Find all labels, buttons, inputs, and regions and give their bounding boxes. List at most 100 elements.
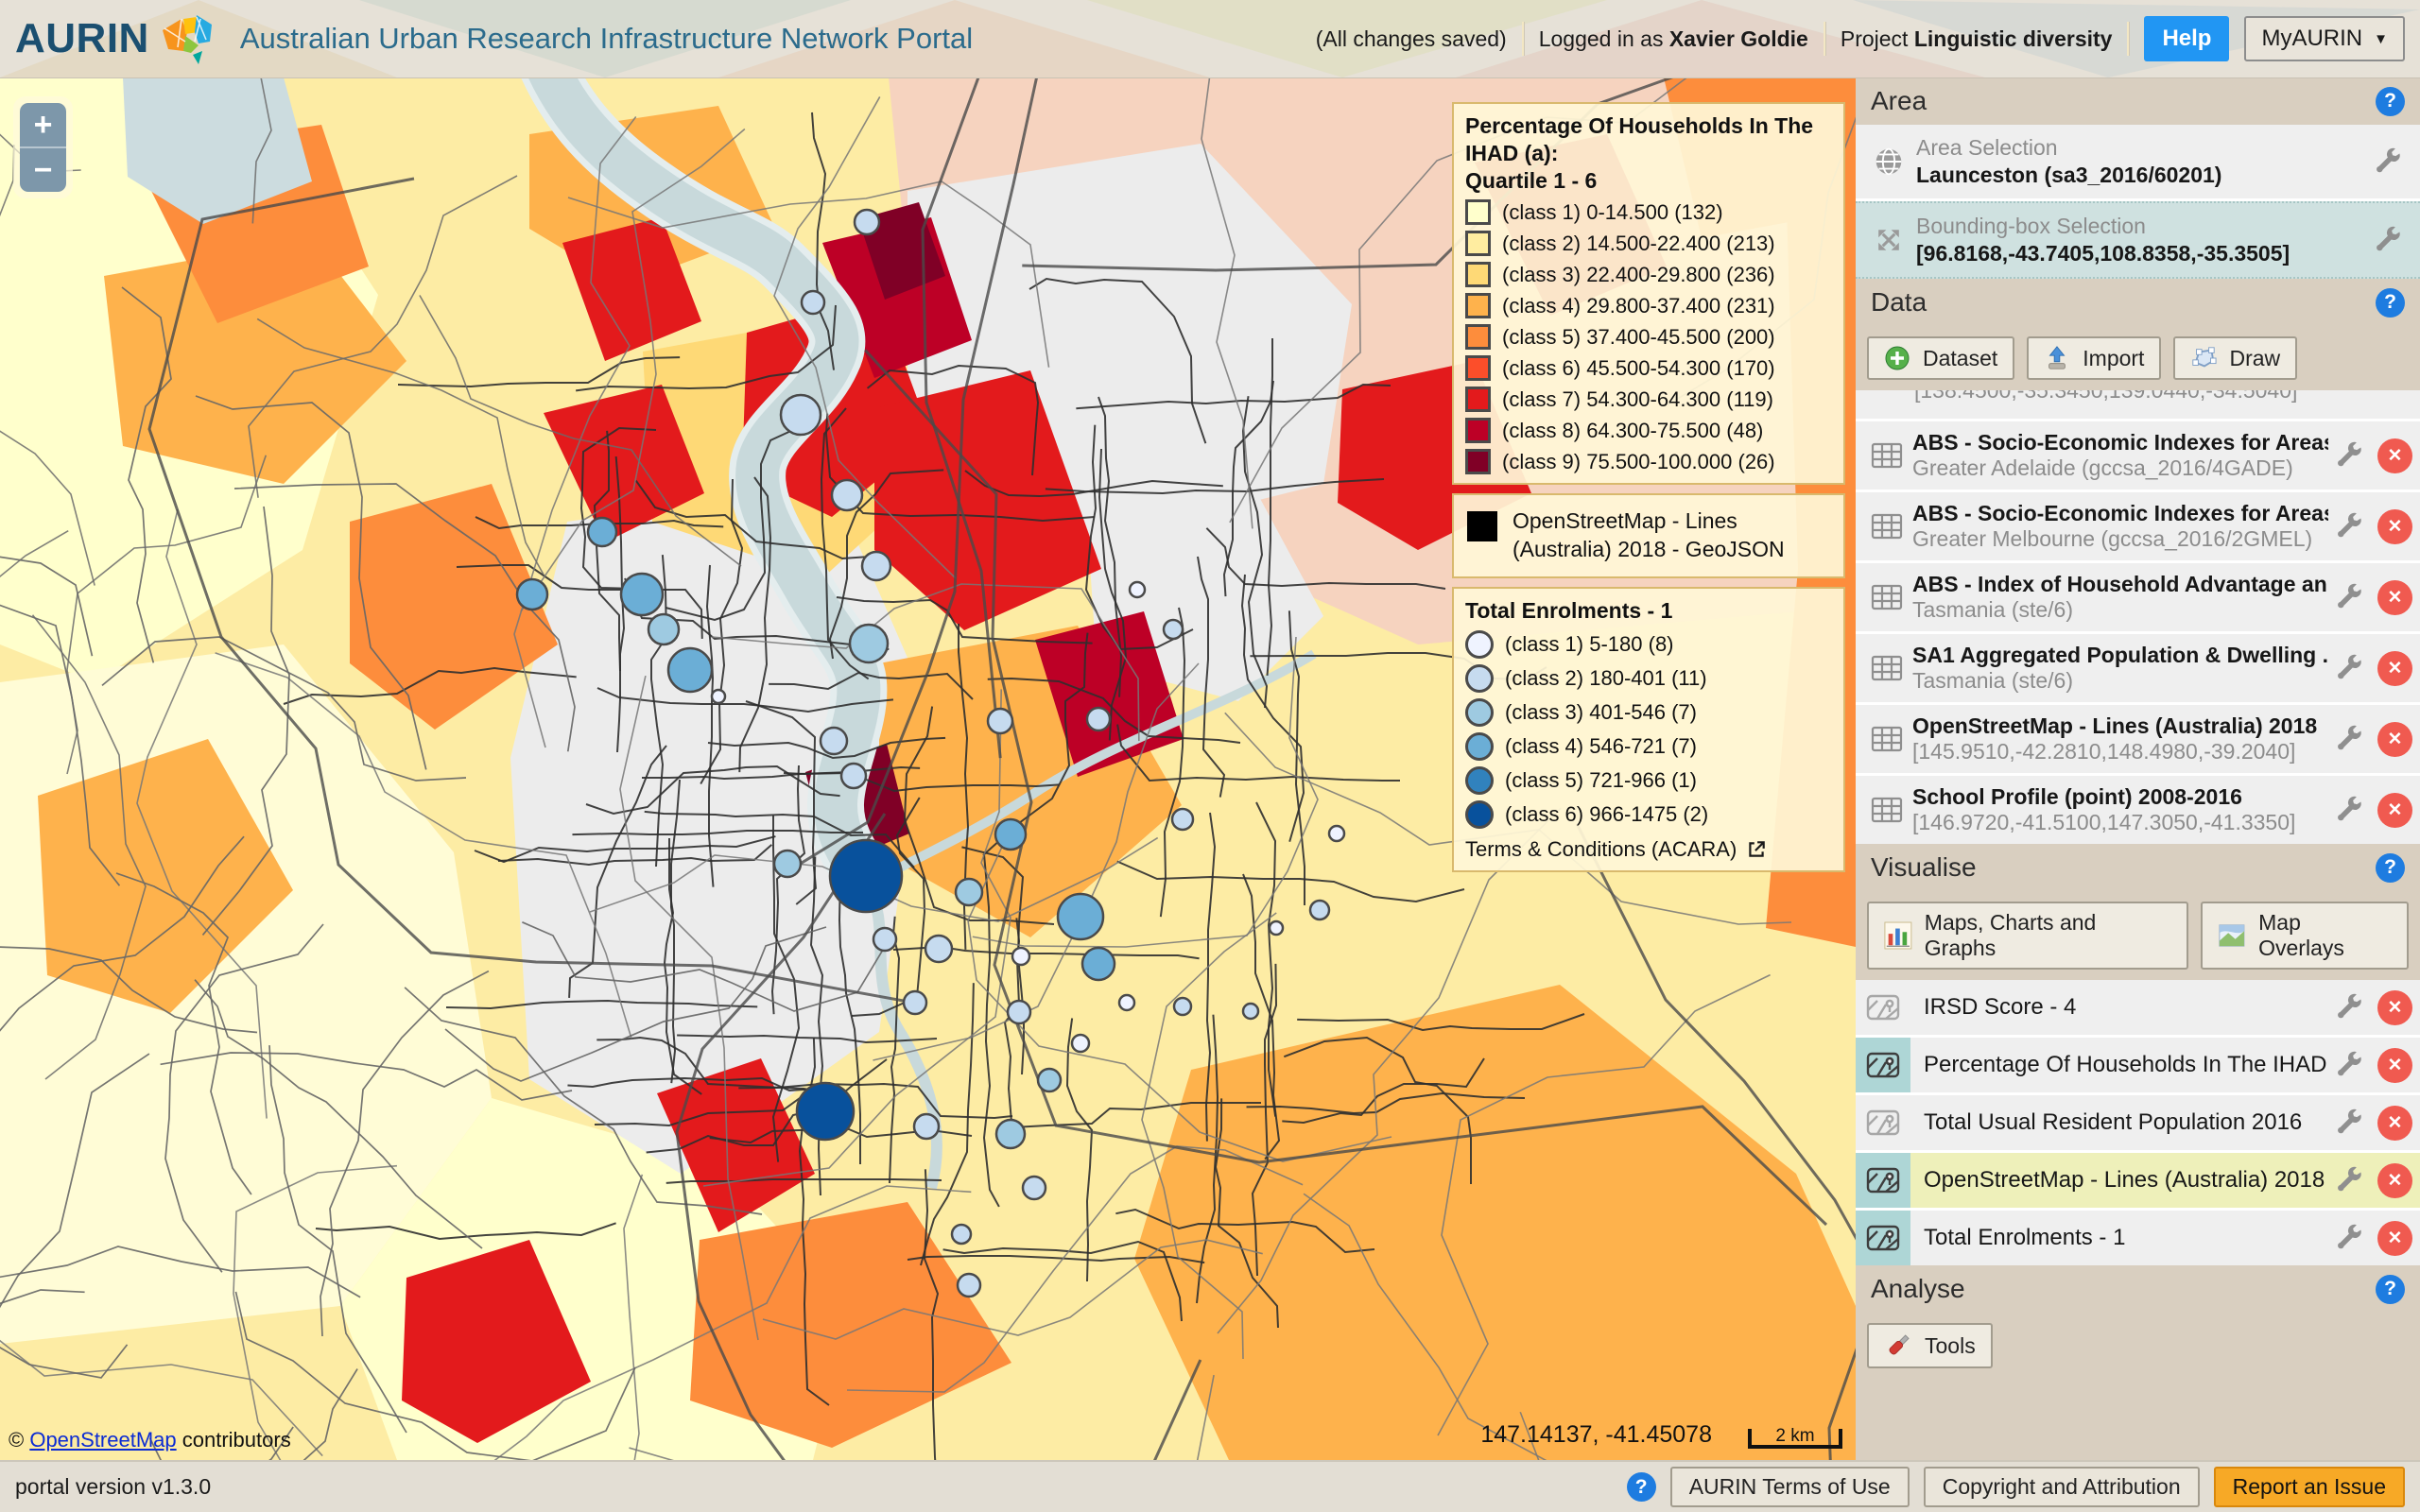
help-icon[interactable]: ? bbox=[1626, 1472, 1656, 1502]
wrench-icon[interactable] bbox=[2328, 1224, 2370, 1252]
bounding-box-selection-row[interactable]: Bounding-box Selection [96.8168,-43.7405… bbox=[1856, 201, 2420, 279]
help-icon[interactable]: ? bbox=[2376, 86, 2405, 116]
add-dataset-button[interactable]: Dataset bbox=[1867, 336, 2015, 380]
maps-charts-graphs-button[interactable]: Maps, Charts and Graphs bbox=[1867, 902, 2189, 970]
school-enrolment-circle[interactable] bbox=[515, 577, 549, 611]
wrench-icon[interactable] bbox=[2328, 512, 2370, 541]
remove-icon[interactable]: ✕ bbox=[2377, 989, 2412, 1025]
school-enrolment-circle[interactable] bbox=[1327, 824, 1346, 843]
school-enrolment-circle[interactable] bbox=[1006, 999, 1032, 1025]
dataset-row[interactable]: School Profile (point) 2008-2016 [146.97… bbox=[1856, 776, 2420, 844]
remove-icon[interactable]: ✕ bbox=[2377, 1047, 2412, 1083]
wrench-icon[interactable] bbox=[2328, 583, 2370, 611]
school-enrolment-circle[interactable] bbox=[912, 1112, 941, 1141]
dataset-row[interactable]: ABS - Index of Household Advantage an...… bbox=[1856, 563, 2420, 631]
school-enrolment-circle[interactable] bbox=[647, 612, 681, 646]
brand[interactable]: AURIN Australian Urban Research Infrastr… bbox=[0, 9, 973, 68]
remove-icon[interactable]: ✕ bbox=[2377, 792, 2412, 828]
school-enrolment-circle[interactable] bbox=[924, 934, 954, 964]
wrench-icon[interactable] bbox=[2328, 725, 2370, 753]
school-enrolment-circle[interactable] bbox=[954, 877, 984, 907]
terms-of-use-button[interactable]: AURIN Terms of Use bbox=[1669, 1467, 1910, 1507]
school-enrolment-circle[interactable] bbox=[1036, 1067, 1063, 1093]
school-enrolment-circle[interactable] bbox=[1117, 993, 1136, 1012]
school-enrolment-circle[interactable] bbox=[872, 926, 898, 953]
zoom-out-button[interactable]: − bbox=[20, 146, 66, 192]
school-enrolment-circle[interactable] bbox=[902, 989, 928, 1016]
school-enrolment-circle[interactable] bbox=[1308, 899, 1331, 921]
wrench-icon[interactable] bbox=[2328, 993, 2370, 1022]
school-enrolment-circle[interactable] bbox=[710, 688, 727, 705]
school-enrolment-circle[interactable] bbox=[1172, 996, 1193, 1017]
help-icon[interactable]: ? bbox=[2376, 1274, 2405, 1304]
remove-icon[interactable]: ✕ bbox=[2377, 650, 2412, 686]
acara-terms-link[interactable]: Terms & Conditions (ACARA) bbox=[1465, 837, 1832, 862]
zoom-in-button[interactable]: + bbox=[33, 106, 53, 143]
school-enrolment-circle[interactable] bbox=[828, 838, 904, 914]
school-enrolment-circle[interactable] bbox=[1268, 919, 1285, 936]
school-enrolment-circle[interactable] bbox=[994, 817, 1028, 851]
import-button[interactable]: Import bbox=[2027, 336, 2162, 380]
school-enrolment-circle[interactable] bbox=[853, 208, 881, 236]
visualisation-row[interactable]: IRSD Score - 4 ✕ bbox=[1856, 980, 2420, 1035]
wrench-icon[interactable] bbox=[2367, 226, 2409, 254]
wrench-icon[interactable] bbox=[2328, 1108, 2370, 1137]
school-enrolment-circle[interactable] bbox=[586, 516, 618, 548]
visualisation-row[interactable]: OpenStreetMap - Lines (Australia) 2018 -… bbox=[1856, 1153, 2420, 1208]
help-icon[interactable]: ? bbox=[2376, 852, 2405, 883]
school-enrolment-circle[interactable] bbox=[819, 726, 849, 756]
help-icon[interactable]: ? bbox=[2376, 287, 2405, 318]
remove-icon[interactable]: ✕ bbox=[2377, 1162, 2412, 1198]
wrench-icon[interactable] bbox=[2328, 1051, 2370, 1079]
visualisation-row[interactable]: Total Usual Resident Population 2016 ✕ bbox=[1856, 1095, 2420, 1150]
visualisation-row[interactable]: Percentage Of Households In The IHAD (..… bbox=[1856, 1038, 2420, 1092]
school-enrolment-circle[interactable] bbox=[839, 762, 868, 790]
remove-icon[interactable]: ✕ bbox=[2377, 1220, 2412, 1256]
map-canvas[interactable]: + − Percentage Of Households In The IHAD… bbox=[0, 77, 1856, 1460]
dataset-row[interactable]: OpenStreetMap - Lines (Australia) 2018 [… bbox=[1856, 705, 2420, 773]
school-enrolment-circle[interactable] bbox=[956, 1272, 982, 1298]
school-enrolment-circle[interactable] bbox=[860, 550, 892, 582]
school-enrolment-circle[interactable] bbox=[1070, 1033, 1091, 1054]
myaurin-menu-button[interactable]: MyAURIN ▼ bbox=[2244, 16, 2405, 61]
openstreetmap-link[interactable]: OpenStreetMap bbox=[29, 1428, 177, 1452]
school-enrolment-circle[interactable] bbox=[1162, 618, 1184, 641]
school-enrolment-circle[interactable] bbox=[1128, 580, 1147, 599]
visualisation-row[interactable]: Total Enrolments - 1 ✕ bbox=[1856, 1211, 2420, 1265]
wrench-icon[interactable] bbox=[2328, 441, 2370, 470]
remove-icon[interactable]: ✕ bbox=[2377, 1105, 2412, 1141]
school-enrolment-circle[interactable] bbox=[986, 707, 1014, 735]
remove-icon[interactable]: ✕ bbox=[2377, 579, 2412, 615]
school-enrolment-circle[interactable] bbox=[848, 623, 890, 664]
draw-button[interactable]: Draw bbox=[2173, 336, 2298, 380]
school-enrolment-circle[interactable] bbox=[994, 1118, 1027, 1150]
school-enrolment-circle[interactable] bbox=[1056, 892, 1105, 941]
school-enrolment-circle[interactable] bbox=[830, 478, 864, 512]
wrench-icon[interactable] bbox=[2328, 654, 2370, 682]
wrench-icon[interactable] bbox=[2328, 1166, 2370, 1194]
dataset-row[interactable]: ABS - Socio-Economic Indexes for Areas..… bbox=[1856, 492, 2420, 560]
school-enrolment-circle[interactable] bbox=[1241, 1002, 1260, 1021]
dataset-row[interactable]: ABS - Socio-Economic Indexes for Areas..… bbox=[1856, 421, 2420, 490]
remove-icon[interactable]: ✕ bbox=[2377, 508, 2412, 544]
dataset-row-clipped[interactable]: [138.4500,-35.3450,139.0440,-34.5040] bbox=[1856, 390, 2420, 419]
school-enrolment-circle[interactable] bbox=[1170, 807, 1195, 832]
tools-button[interactable]: Tools bbox=[1867, 1323, 1993, 1368]
school-enrolment-circle[interactable] bbox=[800, 289, 826, 316]
dataset-row[interactable]: SA1 Aggregated Population & Dwelling ...… bbox=[1856, 634, 2420, 702]
school-enrolment-circle[interactable] bbox=[1080, 946, 1116, 982]
help-button[interactable]: Help bbox=[2144, 16, 2230, 61]
remove-icon[interactable]: ✕ bbox=[2377, 438, 2412, 473]
wrench-icon[interactable] bbox=[2328, 796, 2370, 824]
school-enrolment-circle[interactable] bbox=[779, 393, 822, 437]
school-enrolment-circle[interactable] bbox=[772, 849, 803, 879]
school-enrolment-circle[interactable] bbox=[795, 1081, 856, 1142]
school-enrolment-circle[interactable] bbox=[1011, 946, 1031, 967]
school-enrolment-circle[interactable] bbox=[619, 572, 665, 617]
school-enrolment-circle[interactable] bbox=[1021, 1175, 1047, 1201]
area-selection-row[interactable]: Area Selection Launceston (sa3_2016/6020… bbox=[1856, 125, 2420, 198]
wrench-icon[interactable] bbox=[2367, 147, 2409, 176]
school-enrolment-circle[interactable] bbox=[1085, 706, 1112, 732]
map-overlays-button[interactable]: Map Overlays bbox=[2201, 902, 2409, 970]
remove-icon[interactable]: ✕ bbox=[2377, 721, 2412, 757]
